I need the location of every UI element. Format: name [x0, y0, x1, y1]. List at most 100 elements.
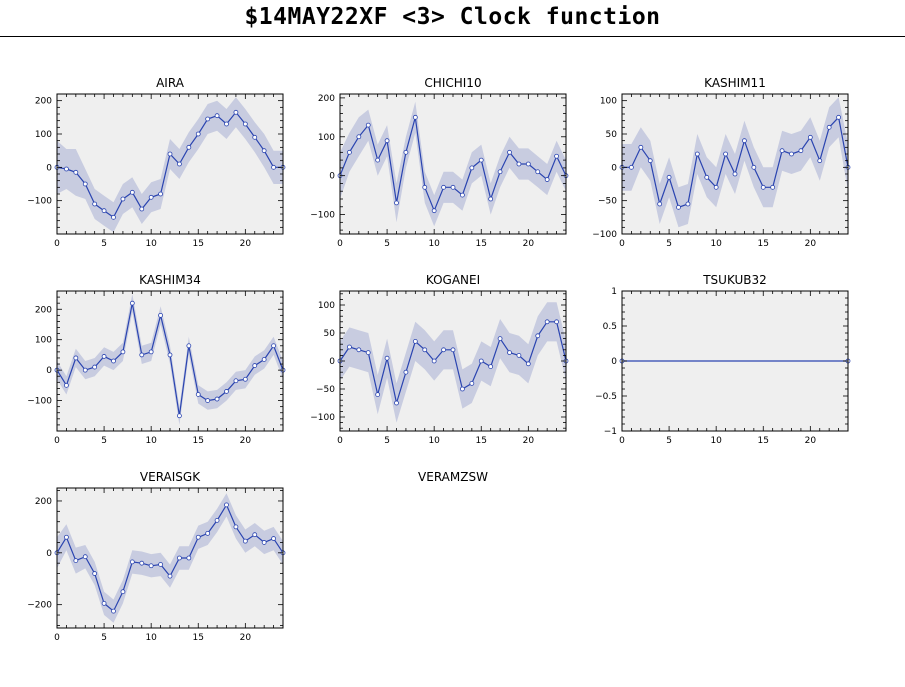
- data-point: [516, 352, 522, 358]
- data-point: [214, 518, 220, 523]
- x-tick-label: 5: [384, 436, 390, 446]
- data-point: [101, 600, 107, 606]
- y-tick-label: 200: [35, 305, 52, 315]
- x-tick-label: 10: [710, 436, 722, 446]
- data-point: [224, 389, 229, 394]
- data-point: [694, 151, 700, 157]
- data-point: [111, 214, 116, 220]
- data-point: [732, 171, 738, 177]
- data-point: [177, 413, 182, 419]
- data-point: [356, 347, 362, 353]
- data-point: [252, 532, 258, 538]
- data-point: [186, 144, 192, 150]
- data-point: [516, 161, 522, 167]
- x-tick-label: 20: [805, 436, 817, 446]
- x-tick-label: 0: [619, 239, 625, 249]
- x-tick-label: 15: [758, 436, 769, 446]
- data-point: [384, 355, 390, 361]
- data-point: [403, 369, 409, 375]
- data-point: [450, 347, 456, 353]
- y-tick-label: 0: [46, 549, 52, 559]
- data-point: [817, 158, 823, 164]
- data-point: [129, 189, 135, 195]
- y-tick-label: 0: [46, 366, 52, 376]
- data-point: [384, 138, 390, 144]
- y-tick-label: 100: [35, 336, 52, 346]
- data-point: [666, 174, 672, 180]
- data-point: [412, 338, 418, 344]
- x-tick-label: 5: [101, 239, 107, 249]
- data-point: [394, 400, 399, 406]
- data-point: [544, 177, 550, 182]
- y-tick-label: 0.5: [603, 322, 617, 332]
- data-point: [214, 396, 220, 402]
- data-point: [460, 192, 465, 198]
- x-tick-label: 0: [54, 436, 60, 446]
- data-point: [525, 161, 531, 167]
- data-point: [497, 169, 503, 175]
- data-point: [92, 571, 98, 576]
- y-tick-label: −100: [592, 230, 617, 240]
- x-tick-label: 10: [428, 436, 440, 446]
- data-point: [167, 573, 173, 579]
- data-point: [120, 196, 126, 202]
- y-tick-label: 100: [600, 97, 617, 107]
- data-point: [412, 114, 418, 120]
- y-tick-label: −50: [598, 197, 617, 207]
- data-point: [177, 555, 182, 561]
- error-band: [340, 101, 566, 227]
- title-divider: [0, 36, 905, 37]
- chart-title: AIRA: [156, 76, 185, 90]
- y-tick-label: 200: [35, 497, 52, 507]
- x-tick-label: 10: [145, 633, 157, 643]
- data-point: [261, 540, 267, 545]
- data-point: [186, 343, 192, 349]
- y-tick-label: 0: [611, 163, 617, 173]
- data-point: [101, 208, 107, 214]
- chart-title: VERAISGK: [140, 470, 201, 484]
- chart-panel-1: CHICHI10 0 5 10 15 20 −100 0 100 200: [310, 76, 569, 249]
- data-point: [271, 164, 276, 170]
- chart-panel-2: KASHIM11 0 5 10 15 20 −100 −50 0 50 100: [592, 76, 851, 249]
- data-point: [704, 174, 710, 180]
- x-tick-label: 10: [428, 239, 440, 249]
- data-point: [214, 113, 220, 119]
- y-tick-label: −100: [27, 197, 52, 207]
- data-point: [205, 530, 211, 536]
- data-point: [73, 169, 79, 175]
- data-point: [488, 364, 494, 370]
- data-point: [101, 354, 107, 359]
- data-point: [807, 134, 813, 140]
- data-point: [111, 358, 116, 364]
- y-tick-label: 0: [611, 357, 617, 367]
- data-point: [261, 357, 267, 362]
- data-point: [469, 380, 475, 386]
- data-point: [158, 191, 163, 197]
- data-point: [148, 194, 154, 200]
- chart-panel-4: KOGANEI 0 5 10 15 20 −100 −50 0 50 100: [310, 273, 569, 446]
- y-tick-label: −100: [310, 413, 335, 423]
- chart-panel-3: KASHIM34 0 5 10 15 20 −100 0 100 200: [27, 273, 286, 446]
- data-point: [469, 165, 475, 171]
- y-tick-label: 1: [611, 287, 617, 297]
- data-point: [261, 148, 267, 154]
- data-point: [535, 333, 541, 339]
- data-point: [64, 382, 69, 388]
- y-tick-label: 50: [606, 130, 618, 140]
- data-point: [195, 131, 201, 137]
- data-point: [167, 352, 173, 358]
- data-point: [92, 364, 98, 370]
- x-tick-label: 0: [337, 239, 343, 249]
- y-tick-label: −100: [310, 211, 335, 221]
- y-tick-label: −50: [316, 385, 335, 395]
- data-point: [242, 538, 248, 544]
- data-point: [139, 206, 145, 212]
- data-point: [356, 134, 362, 140]
- x-tick-label: 10: [145, 239, 157, 249]
- error-band: [622, 97, 848, 228]
- data-point: [751, 164, 757, 170]
- data-point: [826, 124, 832, 130]
- x-tick-label: 20: [523, 239, 535, 249]
- x-tick-label: 5: [666, 239, 672, 249]
